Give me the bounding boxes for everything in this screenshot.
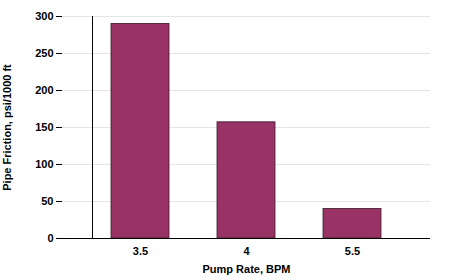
svg-text:100: 100 <box>35 158 53 170</box>
svg-text:250: 250 <box>35 47 53 59</box>
svg-text:Pump Rate, BPM: Pump Rate, BPM <box>202 263 290 275</box>
svg-text:5.5: 5.5 <box>345 245 360 257</box>
svg-text:4: 4 <box>243 245 250 257</box>
svg-text:150: 150 <box>35 121 53 133</box>
svg-text:50: 50 <box>41 195 53 207</box>
svg-text:Pipe Friction, psi/1000 ft: Pipe Friction, psi/1000 ft <box>1 64 13 191</box>
svg-text:0: 0 <box>47 232 53 244</box>
svg-text:200: 200 <box>35 84 53 96</box>
svg-text:300: 300 <box>35 10 53 22</box>
svg-text:3.5: 3.5 <box>133 245 148 257</box>
